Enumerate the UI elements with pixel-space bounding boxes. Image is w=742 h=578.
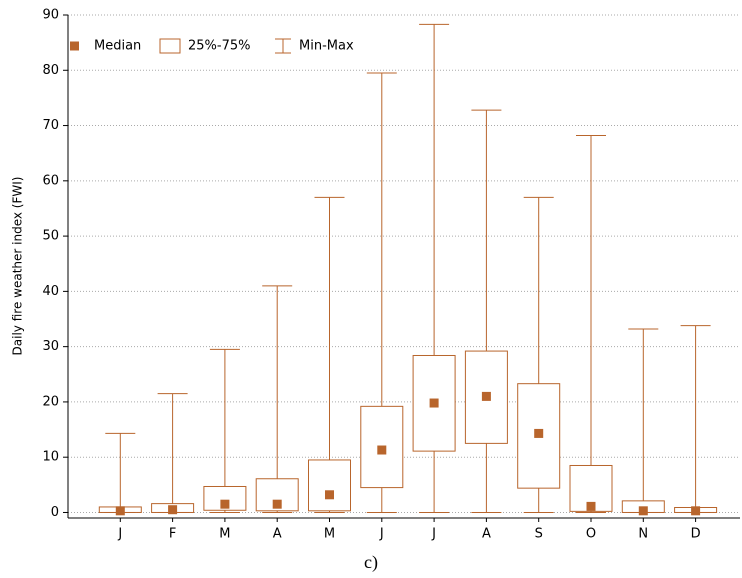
x-tick-label: J: [379, 527, 384, 542]
median: [272, 499, 282, 509]
median: [586, 501, 596, 511]
legend-label: 25%-75%: [188, 39, 250, 54]
caption: c): [364, 552, 378, 573]
median: [377, 445, 387, 455]
legend-label: Median: [94, 39, 141, 54]
legend-median-swatch: [70, 41, 79, 51]
x-tick-label: F: [169, 527, 176, 542]
median: [691, 506, 701, 516]
x-tick-label: M: [324, 527, 335, 542]
x-tick-label: J: [117, 527, 122, 542]
legend-label: Min-Max: [299, 39, 354, 54]
y-tick-label: 80: [42, 63, 59, 78]
x-tick-label: M: [219, 527, 230, 542]
median: [168, 505, 178, 515]
x-tick-label: A: [273, 527, 282, 542]
y-tick-label: 0: [51, 505, 59, 520]
x-tick-label: O: [586, 527, 596, 542]
y-tick-label: 50: [42, 229, 59, 244]
y-tick-label: 30: [42, 339, 59, 354]
legend-box-swatch: [159, 38, 181, 54]
median: [115, 506, 125, 516]
median: [534, 428, 544, 438]
median: [429, 398, 439, 408]
y-tick-label: 10: [42, 450, 59, 465]
median: [481, 391, 491, 401]
x-tick-label: N: [638, 527, 648, 542]
x-tick-label: A: [482, 527, 491, 542]
x-tick-label: J: [431, 527, 436, 542]
y-tick-label: 90: [42, 8, 59, 23]
box: [203, 485, 247, 511]
y-tick-label: 70: [42, 118, 59, 133]
median: [638, 506, 648, 516]
median: [325, 490, 334, 500]
box: [308, 459, 351, 512]
x-tick-label: S: [535, 527, 543, 542]
y-tick-label: 20: [42, 394, 59, 409]
x-tick-label: D: [691, 527, 701, 542]
y-axis-label: Daily fire weather index (FWI): [11, 177, 25, 356]
y-tick-label: 60: [42, 173, 59, 188]
y-tick-label: 40: [42, 284, 59, 299]
median: [220, 499, 230, 509]
